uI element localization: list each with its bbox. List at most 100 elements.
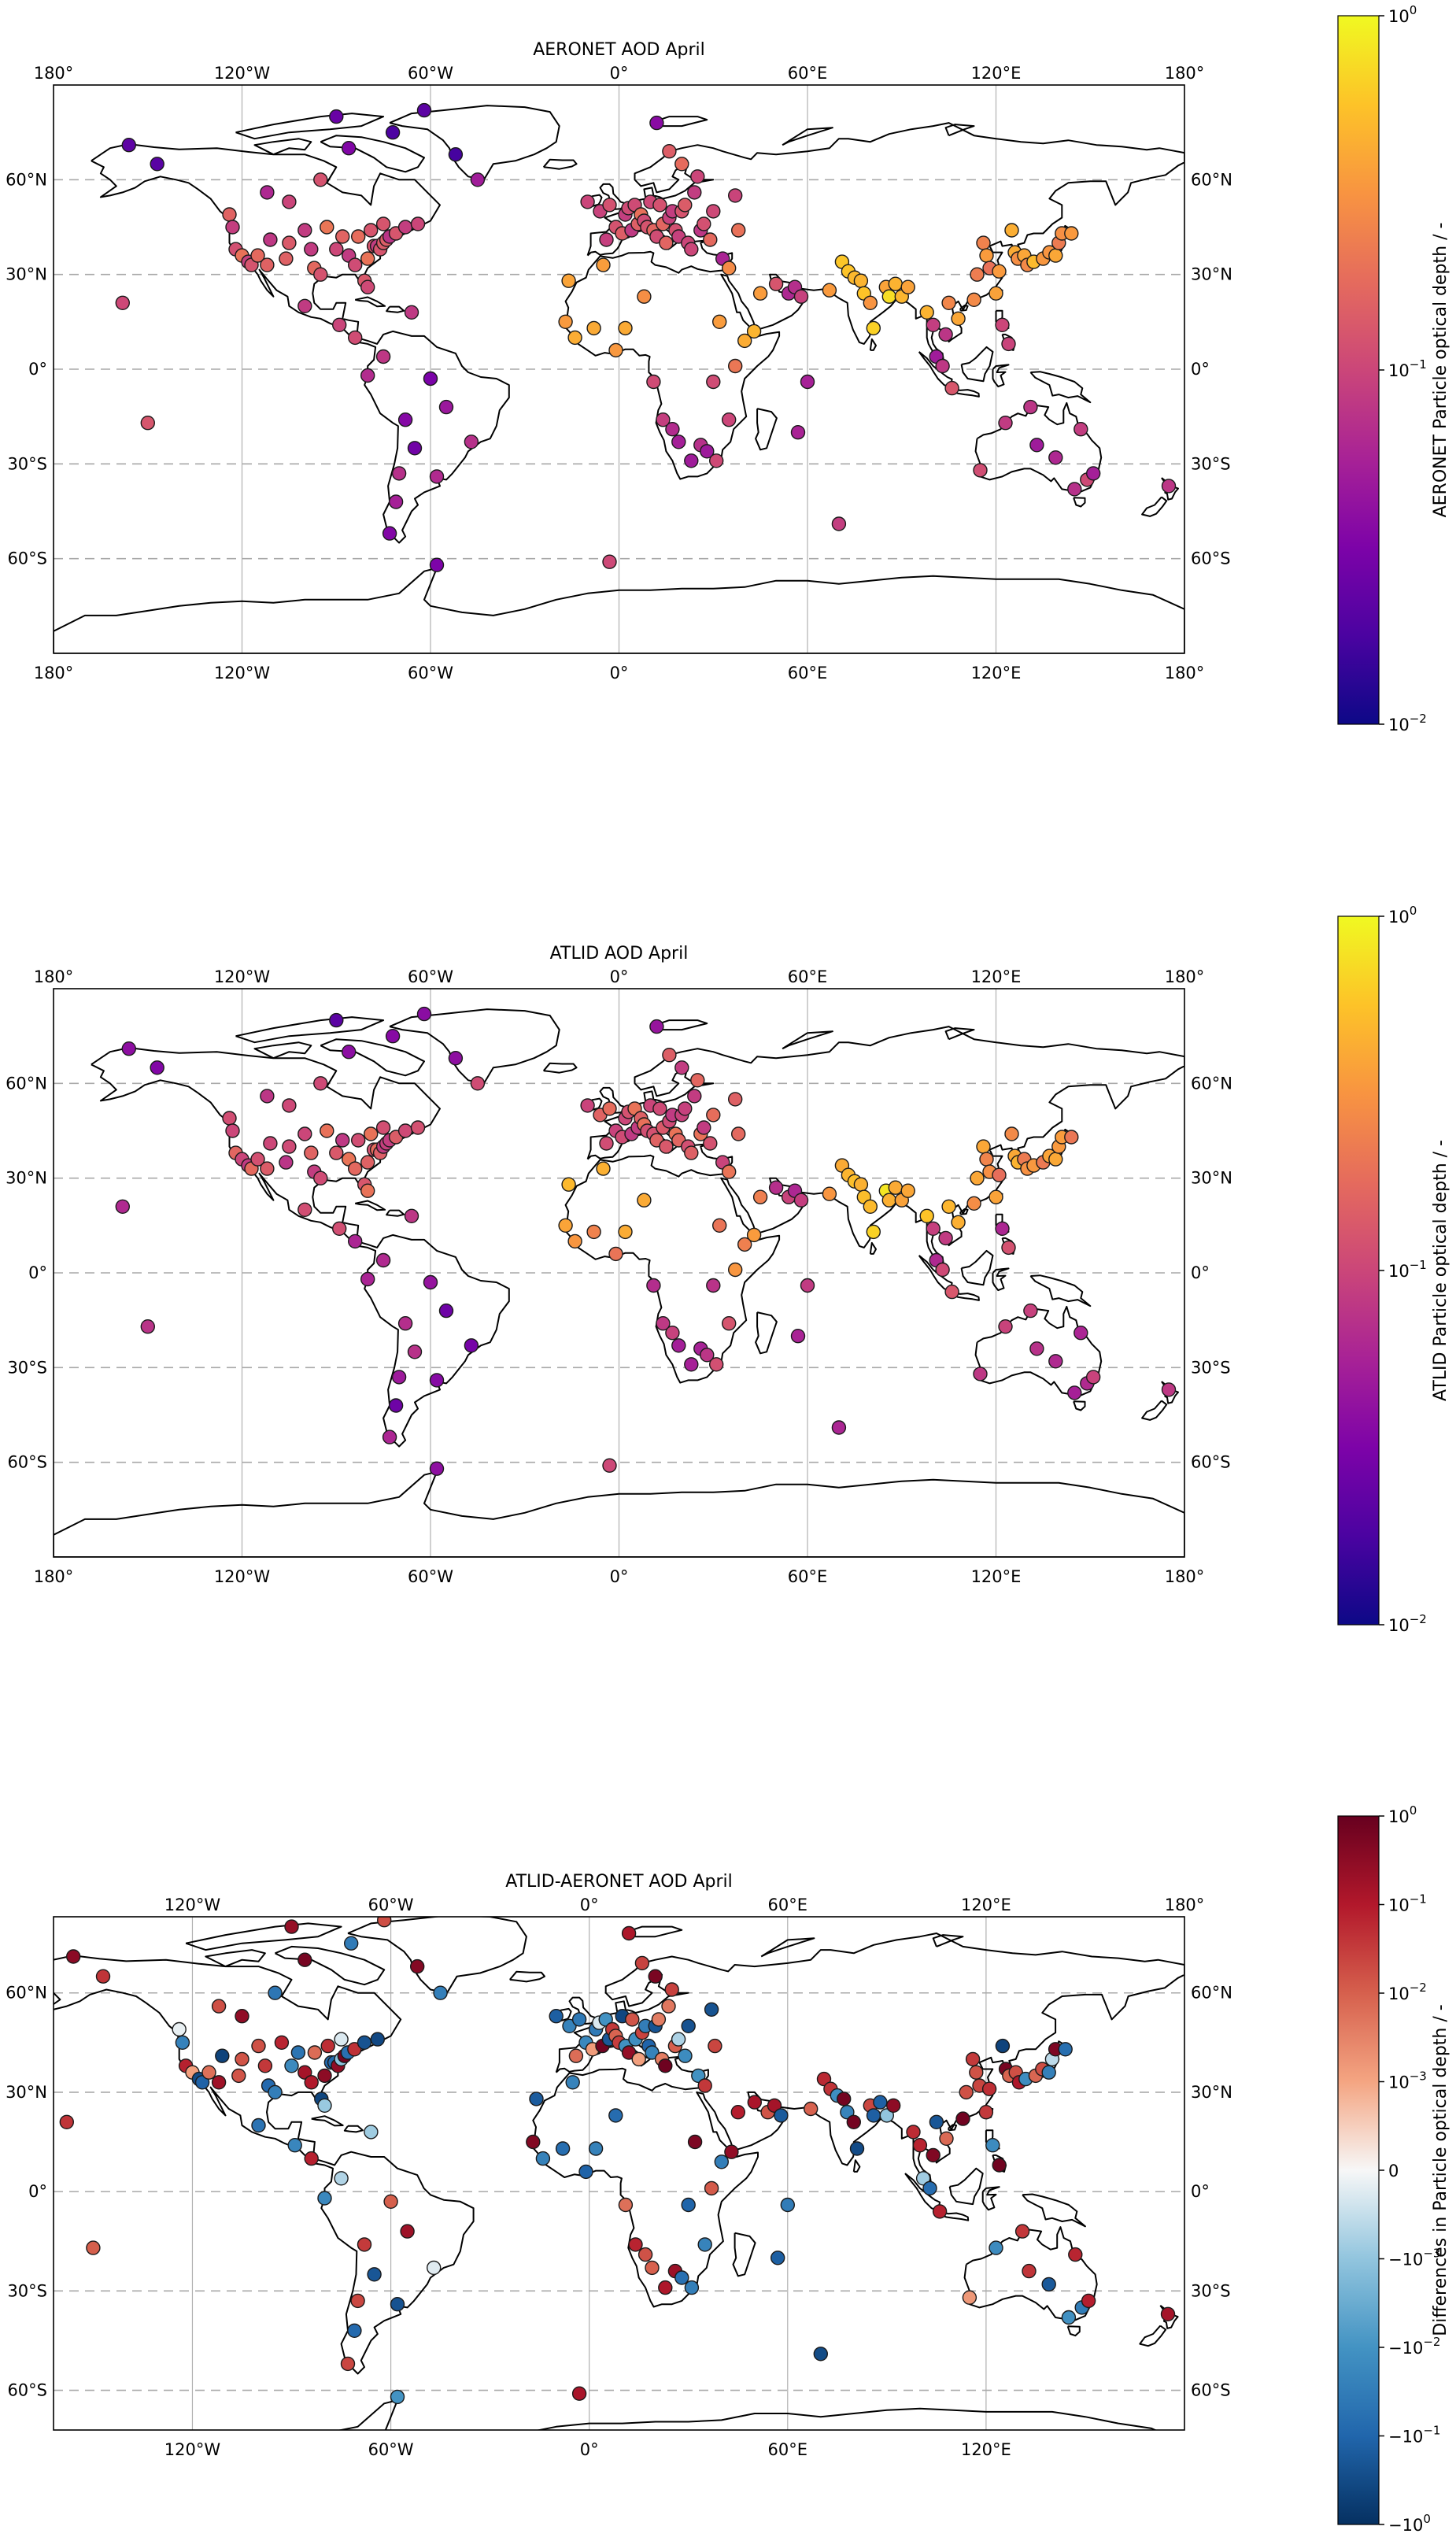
station-marker bbox=[317, 2068, 332, 2084]
coastline bbox=[542, 1062, 578, 1074]
colorbar-tick-label: 10−1 bbox=[1388, 1892, 1427, 1915]
colorbar-tick-label: 10−1 bbox=[1388, 357, 1427, 380]
station-marker bbox=[1029, 1341, 1044, 1356]
station-marker bbox=[348, 1161, 363, 1176]
station-marker bbox=[944, 1284, 959, 1300]
station-marker bbox=[568, 2048, 584, 2063]
station-marker bbox=[251, 2118, 266, 2133]
lon-tick-label: 120°E bbox=[971, 1567, 1022, 1586]
lon-tick-label: 60°W bbox=[368, 2440, 414, 2459]
station-marker bbox=[656, 1315, 671, 1331]
station-marker bbox=[334, 2032, 349, 2047]
station-marker bbox=[260, 185, 275, 200]
station-marker bbox=[268, 1985, 283, 2000]
coastline bbox=[974, 401, 1103, 494]
station-marker bbox=[342, 1044, 357, 1060]
station-marker bbox=[304, 1145, 319, 1160]
station-marker bbox=[231, 2068, 246, 2084]
station-marker bbox=[375, 216, 391, 231]
station-marker bbox=[260, 257, 275, 272]
gridlines bbox=[54, 989, 1184, 1557]
station-marker bbox=[357, 2237, 372, 2252]
station-marker bbox=[448, 1050, 464, 1066]
colorbar-tick-label: 100 bbox=[1388, 3, 1417, 26]
coastline bbox=[948, 2124, 958, 2132]
station-marker bbox=[849, 2141, 865, 2156]
station-marker bbox=[562, 2018, 577, 2034]
station-marker bbox=[846, 2114, 862, 2130]
station-marker bbox=[962, 2290, 977, 2305]
station-markers bbox=[115, 102, 1177, 572]
station-marker bbox=[364, 223, 379, 238]
station-marker bbox=[423, 1274, 438, 1290]
gridlines bbox=[54, 1917, 1184, 2430]
station-marker bbox=[697, 2237, 712, 2252]
lon-tick-label: 120°E bbox=[961, 2440, 1011, 2459]
station-marker bbox=[549, 2008, 564, 2024]
station-marker bbox=[567, 330, 582, 346]
station-marker bbox=[919, 1208, 934, 1224]
station-marker bbox=[671, 2032, 686, 2047]
coastline bbox=[755, 1311, 778, 1355]
station-marker bbox=[578, 2164, 593, 2180]
station-marker bbox=[625, 2012, 640, 2027]
station-marker bbox=[608, 342, 623, 358]
lat-tick-label-right: 60°N bbox=[1191, 1984, 1232, 2003]
station-marker bbox=[836, 2092, 852, 2106]
station-marker bbox=[770, 2251, 785, 2265]
station-marker bbox=[360, 1183, 375, 1198]
station-marker bbox=[320, 220, 334, 235]
map-frame bbox=[53, 988, 1185, 1558]
station-marker bbox=[334, 2171, 349, 2186]
lon-tick-label: 120°W bbox=[214, 1567, 271, 1586]
station-marker bbox=[287, 2137, 302, 2153]
station-marker bbox=[375, 349, 391, 364]
station-marker bbox=[561, 273, 576, 288]
station-marker bbox=[853, 1177, 869, 1192]
station-marker bbox=[416, 102, 432, 118]
lat-tick-label-left: 60°N bbox=[6, 1984, 47, 2003]
coastline bbox=[981, 2186, 1000, 2211]
lon-tick-label: 60°W bbox=[368, 1896, 414, 1914]
lat-tick-label-right: 60°S bbox=[1191, 549, 1231, 568]
station-marker bbox=[728, 1262, 743, 1278]
station-marker bbox=[970, 1171, 985, 1185]
station-marker bbox=[621, 1925, 637, 1941]
station-marker bbox=[1023, 1303, 1038, 1319]
station-marker bbox=[730, 2104, 745, 2120]
station-marker bbox=[390, 2389, 405, 2405]
station-marker bbox=[390, 2296, 405, 2312]
lon-tick-label: 120°W bbox=[214, 64, 271, 83]
station-marker bbox=[1048, 450, 1063, 465]
station-marker bbox=[225, 220, 240, 235]
coastline bbox=[54, 567, 1184, 653]
station-marker bbox=[297, 2065, 312, 2080]
station-marker bbox=[703, 1136, 718, 1151]
station-marker bbox=[628, 2237, 643, 2252]
map-panel-diff: ATLID-AERONET AOD April 120°W 60°W 0° 60°E 12… bbox=[6, 1803, 1450, 2535]
station-marker bbox=[335, 1133, 350, 1148]
station-marker bbox=[329, 1012, 344, 1028]
station-marker bbox=[662, 143, 677, 159]
station-marker bbox=[618, 2197, 634, 2213]
coastline bbox=[960, 1249, 994, 1286]
station-marker bbox=[304, 242, 319, 257]
coastline bbox=[347, 1917, 527, 1994]
station-marker bbox=[747, 2095, 762, 2110]
station-marker bbox=[586, 1224, 601, 1240]
station-marker bbox=[438, 1303, 454, 1319]
lat-tick-label-left: 30°N bbox=[6, 2083, 47, 2102]
station-marker bbox=[448, 146, 464, 162]
station-marker bbox=[121, 1041, 137, 1056]
coastline bbox=[563, 1026, 1184, 1384]
station-marker bbox=[307, 2045, 323, 2060]
station-marker bbox=[681, 2197, 696, 2213]
coastline bbox=[354, 1200, 386, 1211]
map-panel-aeronet: AERONET AOD April 180° 120°W 60°W 0° 60°E 120°… bbox=[6, 3, 1450, 734]
station-marker bbox=[866, 1224, 881, 1240]
station-marker bbox=[175, 2035, 190, 2051]
coastline bbox=[1066, 2325, 1081, 2337]
station-marker bbox=[973, 463, 988, 478]
station-marker bbox=[912, 2137, 928, 2153]
station-marker bbox=[885, 2098, 901, 2114]
